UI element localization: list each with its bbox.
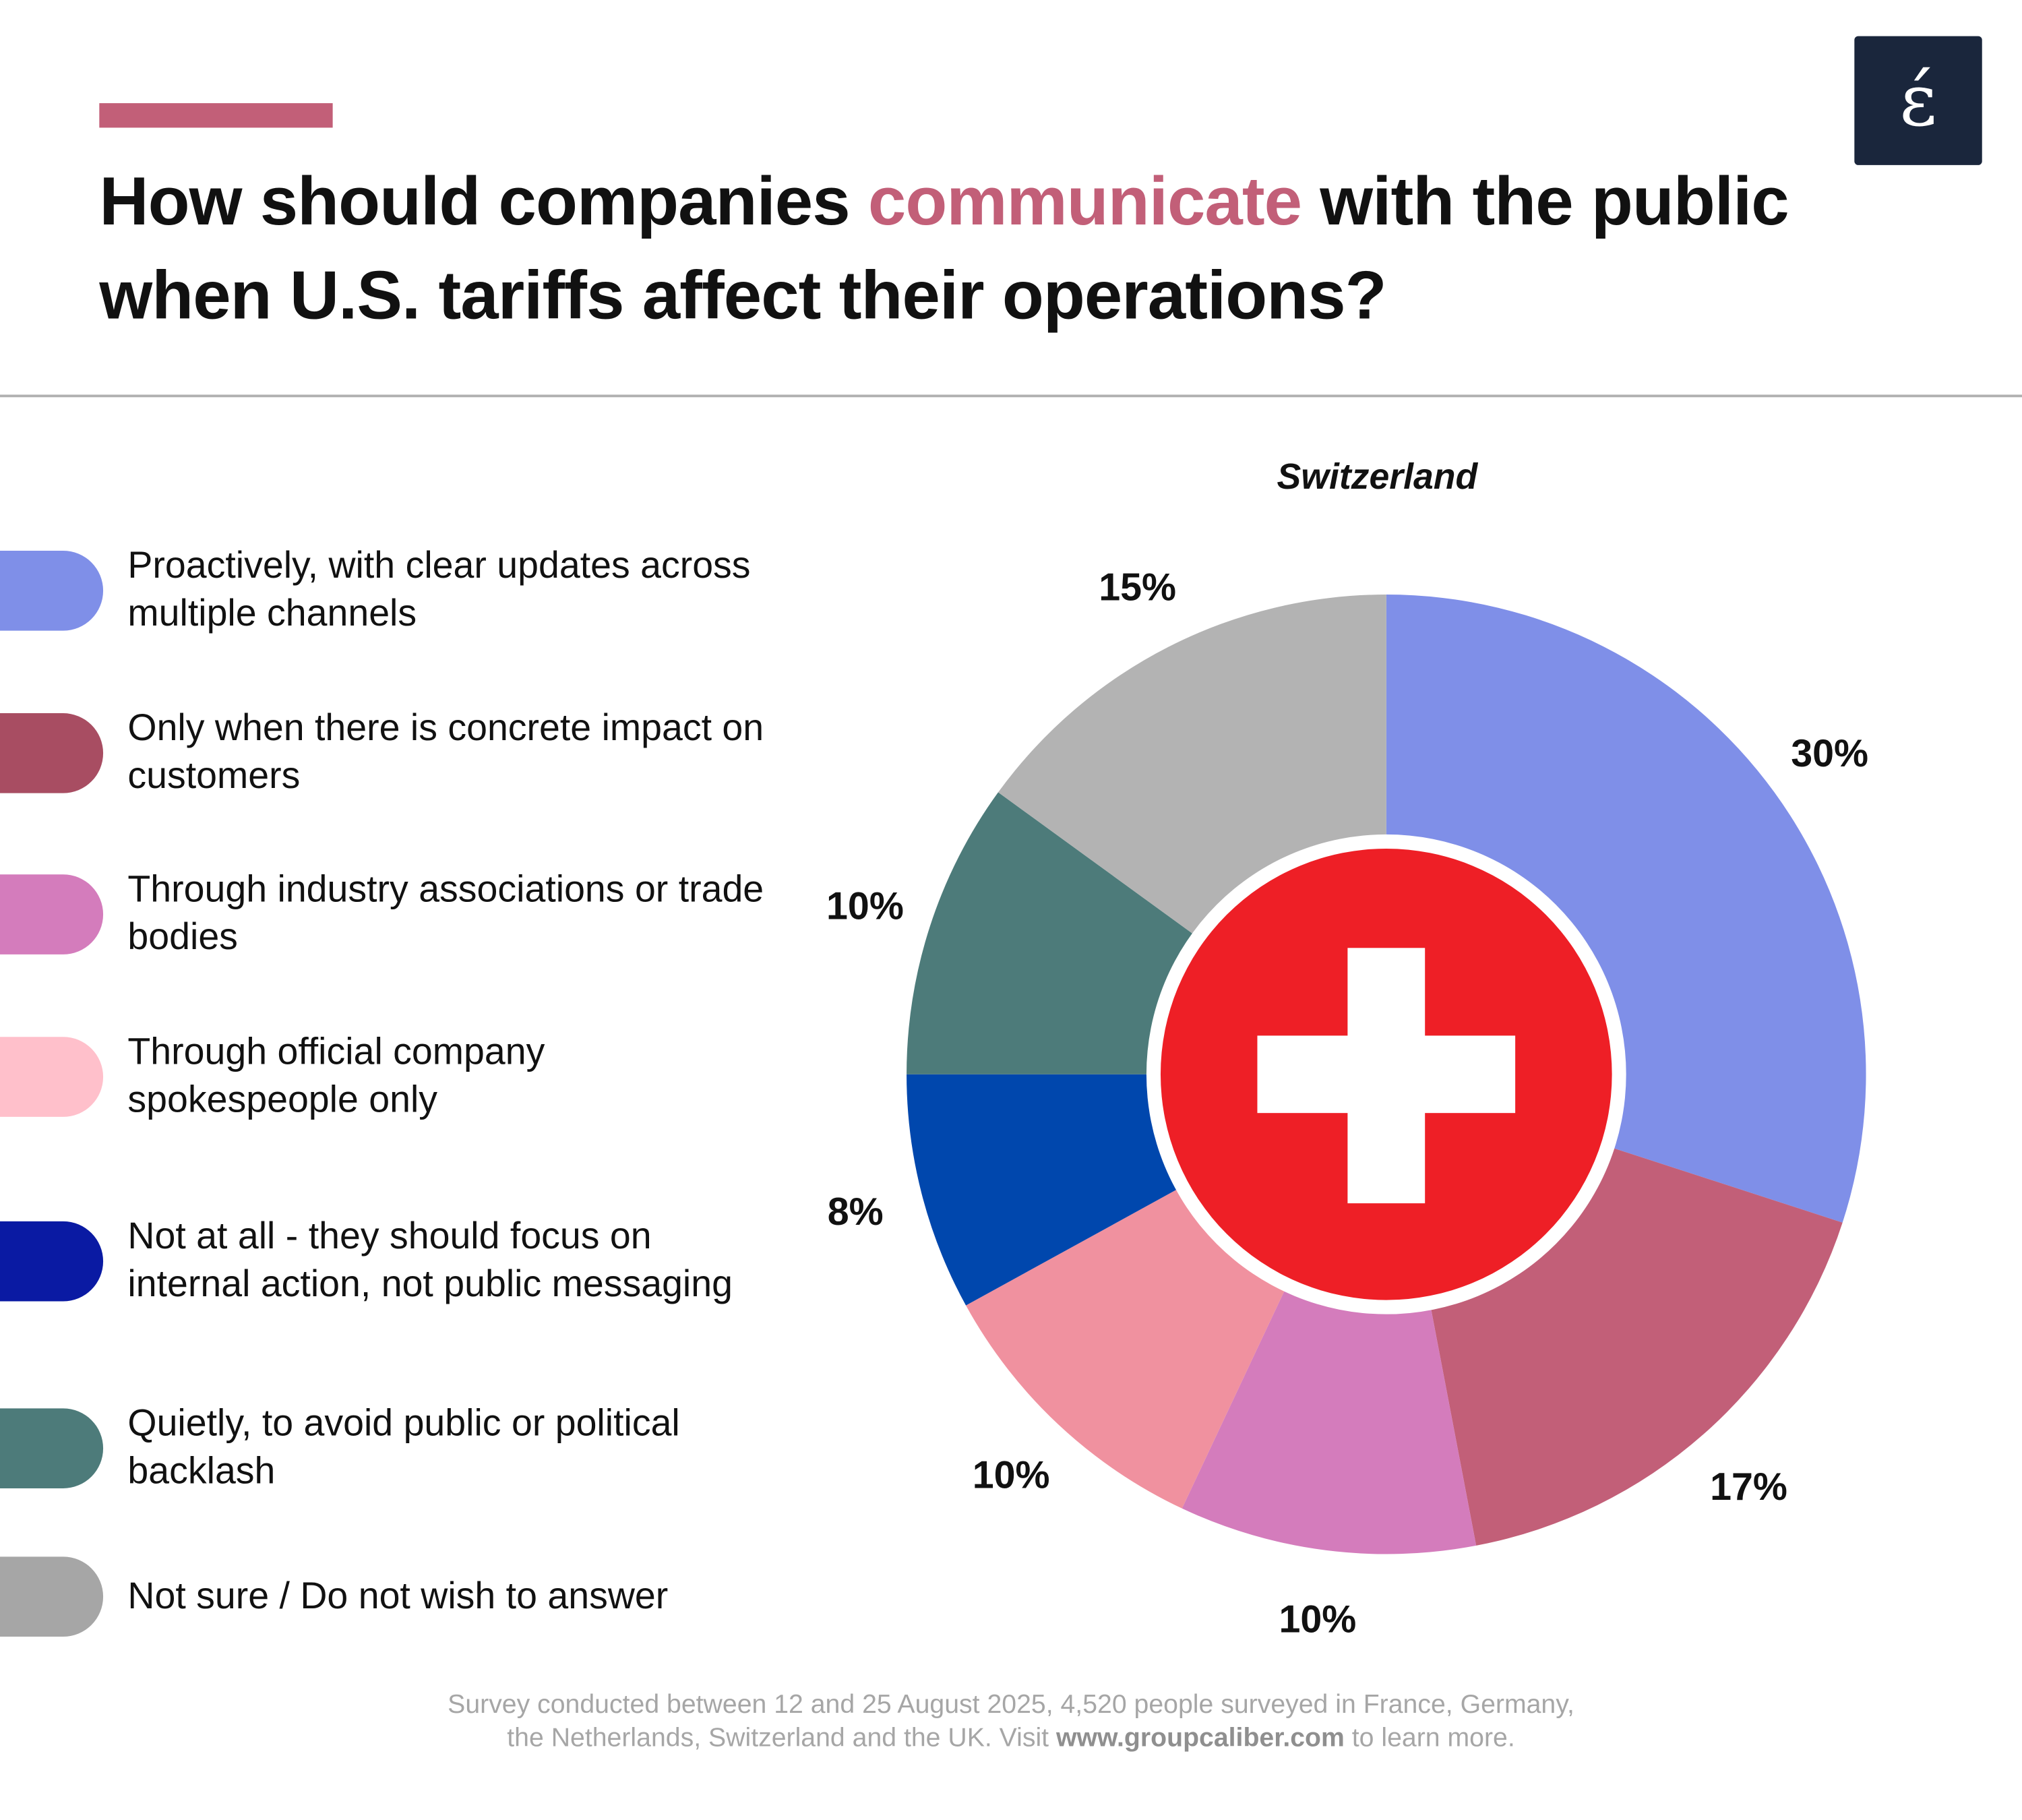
divider <box>0 394 2022 398</box>
legend-swatch <box>0 1408 104 1488</box>
footer-line-1: Survey conducted between 12 and 25 Augus… <box>448 1689 1574 1720</box>
legend-label: Not sure / Do not wish to answer <box>127 1575 669 1617</box>
legend-item: Through industry associations or trade b… <box>0 867 772 963</box>
legend-swatch <box>0 1221 104 1302</box>
legend-item: Quietly, to avoid public or political ba… <box>0 1401 772 1496</box>
footer-line-2: the Netherlands, Switzerland and the UK.… <box>0 1722 2022 1755</box>
data-label: 10% <box>973 1454 1050 1497</box>
legend-swatch <box>0 1037 104 1117</box>
legend-swatch <box>0 1556 104 1637</box>
title-text: with the public when U.S. tariffs affect… <box>99 163 1789 334</box>
legend-swatch <box>0 550 104 631</box>
page-title: How should companies communicate with th… <box>99 155 1840 343</box>
legend-label: Through industry associations or trade b… <box>127 869 764 959</box>
legend-label: Only when there is concrete impact on cu… <box>127 708 764 797</box>
footer-text: to learn more. <box>1344 1723 1515 1753</box>
brand-logo: ɛ́ <box>1854 36 1982 165</box>
accent-bar <box>99 103 333 128</box>
legend-label: Through official company spokespeople on… <box>127 1031 545 1121</box>
legend-item: Proactively, with clear updates across m… <box>0 543 772 638</box>
chart-title: Switzerland <box>1277 456 1478 497</box>
flag-cross-horizontal <box>1257 1035 1516 1114</box>
title-text: How should companies <box>99 163 868 240</box>
legend-label: Not at all - they should focus on intern… <box>127 1216 733 1306</box>
data-label: 10% <box>826 885 904 928</box>
legend-item: Only when there is concrete impact on cu… <box>0 706 772 801</box>
title-highlight: communicate <box>867 163 1302 240</box>
legend-swatch <box>0 874 104 954</box>
legend-swatch <box>0 713 104 793</box>
data-label: 17% <box>1710 1465 1787 1509</box>
data-label: 30% <box>1791 732 1868 775</box>
website-link[interactable]: www.groupcaliber.com <box>1055 1723 1345 1753</box>
legend-item: Not at all - they should focus on intern… <box>0 1213 772 1309</box>
legend-item: Through official company spokespeople on… <box>0 1029 772 1125</box>
legend-item: Not sure / Do not wish to answer <box>0 1556 772 1637</box>
data-label: 8% <box>828 1190 884 1234</box>
footer-note: Survey conducted between 12 and 25 Augus… <box>0 1689 2022 1755</box>
data-label: 15% <box>1099 566 1176 609</box>
data-label: 10% <box>1279 1598 1356 1641</box>
footer-text: the Netherlands, Switzerland and the UK.… <box>507 1723 1056 1753</box>
legend-label: Proactively, with clear updates across m… <box>127 545 751 635</box>
legend-label: Quietly, to avoid public or political ba… <box>127 1403 680 1492</box>
